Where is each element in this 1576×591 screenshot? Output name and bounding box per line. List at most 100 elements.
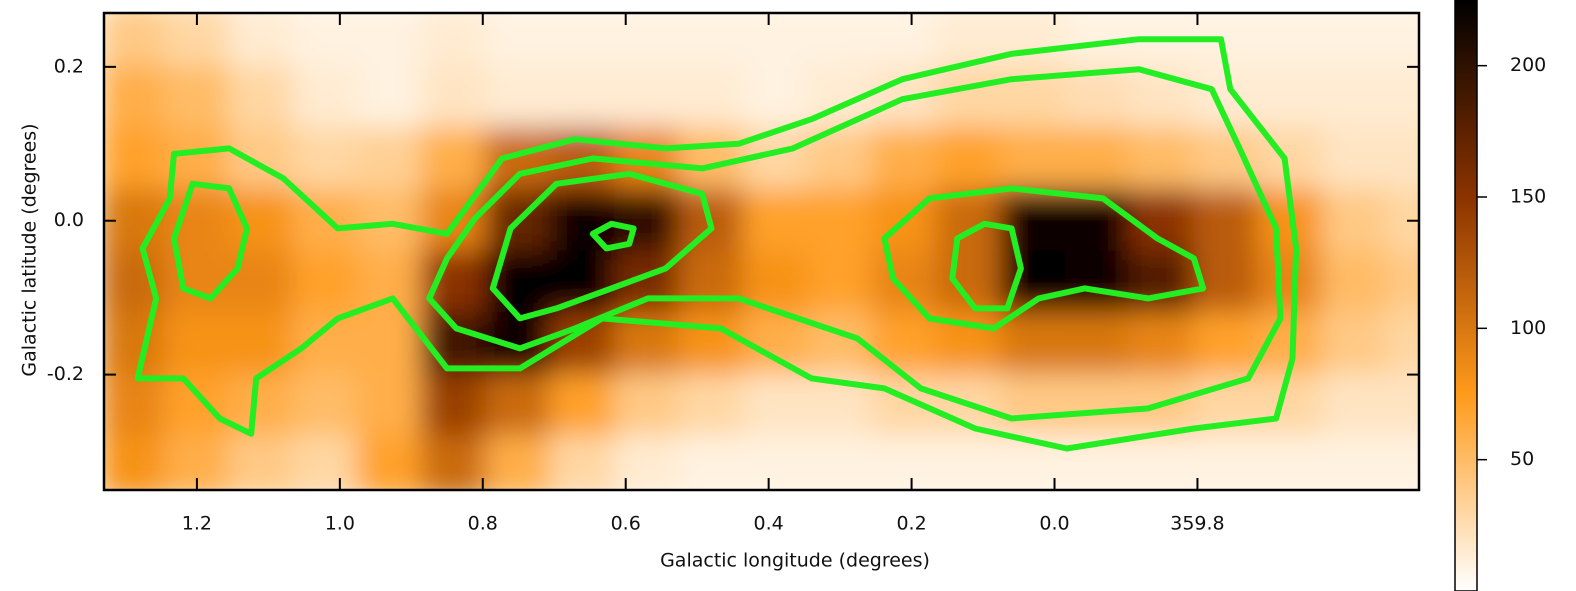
x-tick-label: 0.6 [611,513,641,535]
plot-frame [102,11,1421,492]
heat-cell [1257,373,1324,438]
heat-cell [1257,13,1324,68]
heat-cell [742,65,809,130]
heat-cell [1192,127,1260,191]
heat-cell [742,435,809,490]
heat-cell [356,435,424,490]
heat-cell [1064,373,1131,438]
heat-cell [935,435,1002,490]
heat-cell [228,13,295,68]
heat-cell [228,312,295,376]
heat-cell [228,435,295,490]
heat-cell [104,13,166,68]
heat-cell [549,188,616,253]
heat-cell [1321,250,1388,315]
heat-cell [1128,250,1195,315]
heat-cell [871,13,938,68]
x-tick-label: 0.0 [1039,513,1069,535]
colorbar-tick-label: 150 [1510,186,1546,208]
heat-cell [1064,250,1131,315]
heat-cell [1128,435,1195,490]
heat-cell [356,13,424,68]
heat-cell [549,65,616,130]
heat-cell [1321,373,1388,438]
heat-cell [678,65,745,130]
heat-cell [163,250,231,315]
heat-cell [871,312,938,376]
contours [134,36,1300,452]
x-tick-label: 0.2 [896,513,926,535]
heat-cell [549,250,616,315]
colorbar-tick-label: 50 [1510,448,1534,470]
contour [134,36,1300,452]
contour [881,185,1207,332]
heat-cell [999,127,1067,191]
heat-cell [678,373,745,438]
heat-cell [1321,312,1388,376]
contour [589,220,637,252]
heat-cell [1321,127,1388,191]
heat-cell [935,65,1002,130]
contour [171,180,250,302]
heat-cell [1385,65,1419,130]
heat-cell [1257,435,1324,490]
heat-cell [806,435,874,490]
heat-cell [1385,435,1419,490]
heat-cell [292,13,359,68]
heat-cell [999,312,1067,376]
heat-cell [104,435,166,490]
heat-cell [871,250,938,315]
heat-cell [1064,127,1131,191]
heat-cell [1321,65,1388,130]
heat-cell [104,65,166,130]
heat-cell [935,188,1002,253]
y-axis-label: Galactic latitude (degrees) [19,123,41,376]
heat-cell [1192,312,1260,376]
heat-cell [104,312,166,376]
heat-cell [1321,188,1388,253]
x-tick-label: 0.4 [754,513,784,535]
heat-cell [1128,127,1195,191]
heat-cell [1192,188,1260,253]
heat-cell [485,435,552,490]
heat-cell [163,373,231,438]
x-tick-label: 0.8 [468,513,498,535]
heat-cell [356,250,424,315]
heat-cell [421,65,488,130]
heat-cell [356,373,424,438]
heat-cell [292,65,359,130]
heat-cell [806,250,874,315]
heat-cell [999,373,1067,438]
heat-cell [356,188,424,253]
heat-cell [999,188,1067,253]
y-tick-label: 0.0 [54,209,84,231]
heat-cell [1385,127,1419,191]
heat-cell [485,127,552,191]
heat-cell [292,373,359,438]
heat-cell [678,13,745,68]
heat-cell [1257,250,1324,315]
heat-cell [1385,13,1419,68]
heat-cell [806,13,874,68]
heat-cell [742,188,809,253]
heat-cell [1321,435,1388,490]
heat-cell [806,188,874,253]
heat-cell [549,435,616,490]
heat-cell [228,65,295,130]
heat-cell [356,127,424,191]
heat-cell [678,435,745,490]
heat-cell [613,373,681,438]
x-tick-label: 359.8 [1170,513,1224,535]
heat-cell [871,435,938,490]
heat-cell [485,13,552,68]
heat-cell [678,250,745,315]
heat-cell [549,13,616,68]
heat-cell [485,373,552,438]
heat-cell [1385,373,1419,438]
heat-cell [292,127,359,191]
heat-cell [1385,312,1419,376]
colorbar-tick-label: 100 [1510,317,1546,339]
heat-cell [871,127,938,191]
heat-cell [104,127,166,191]
